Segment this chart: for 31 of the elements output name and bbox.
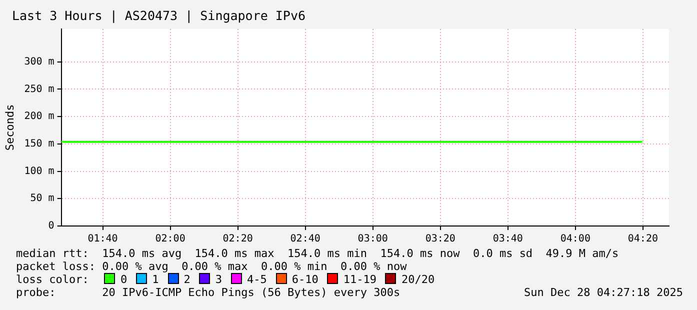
x-tick-label: 02:40: [290, 234, 320, 245]
legend-label: 2: [184, 273, 190, 286]
legend-label: 6-10: [292, 273, 318, 286]
y-tick-label: 300 m: [24, 56, 54, 68]
x-tick-label: 02:20: [222, 234, 253, 245]
y-tick-label: 0: [48, 220, 54, 232]
y-tick-label: 50 m: [30, 193, 54, 204]
y-axis-title: Seconds: [3, 104, 16, 151]
x-tick-label: 03:40: [492, 234, 523, 245]
x-tick-label: 04:00: [560, 234, 590, 245]
x-tick-label: 03:00: [358, 234, 388, 245]
y-tick-label: 200 m: [24, 111, 54, 122]
x-tick-label: 02:00: [155, 234, 186, 245]
legend-label: 11-19: [343, 273, 376, 286]
text: probe: 20 IPv6-ICMP Echo Pings (56 Bytes) every 300s: [16, 286, 400, 299]
text: packet loss: 0.00 % avg 0.00 % max 0.00 % min 0.00 % now: [16, 260, 407, 273]
legend-label: 4-5: [246, 273, 267, 286]
text: Sun Dec 28 04:27:18 2025: [524, 286, 683, 299]
legend-label: 1: [152, 273, 159, 286]
x-tick-label: 04:20: [628, 234, 658, 245]
y-tick-label: 250 m: [24, 84, 54, 95]
legend-label: 20/20: [401, 273, 435, 286]
y-tick-label: 150 m: [24, 138, 54, 150]
text: median rtt: 154.0 ms avg 154.0 ms max 154.0 ms min 154.0 ms now 0.0 ms sd 49.9 M am/s: [16, 247, 619, 260]
x-tick-label: 01:40: [88, 234, 118, 245]
legend-title: loss color:: [16, 273, 90, 286]
chart-title: Last 3 Hours | AS20473 | Singapore IPv6: [12, 8, 306, 23]
legend-label: 0: [120, 273, 128, 286]
x-tick-label: 03:20: [425, 234, 456, 245]
legend-label: 3: [215, 273, 222, 286]
y-tick-label: 100 m: [24, 166, 54, 177]
